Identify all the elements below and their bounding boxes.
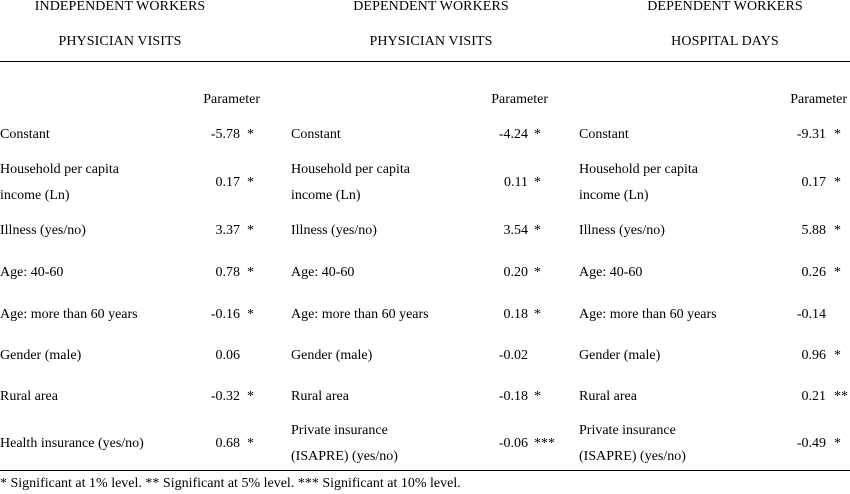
bottom-rule [0, 470, 850, 471]
significance-marker: * [834, 348, 841, 363]
significance-marker: * [834, 436, 841, 451]
parameter-value: 0.26 [801, 265, 827, 280]
row-label: Illness (yes/no) [0, 223, 86, 238]
significance-marker: * [834, 175, 841, 190]
parameter-value: -0.02 [498, 348, 528, 363]
parameter-header: Parameter [203, 92, 260, 107]
parameter-value: -0.18 [498, 389, 528, 404]
footnote: * Significant at 1% level. ** Significan… [0, 476, 461, 491]
parameter-value: -0.14 [796, 307, 826, 322]
parameter-value: 0.20 [503, 265, 529, 280]
column-title-line2: PHYSICIAN VISITS [58, 34, 182, 49]
significance-marker: * [247, 389, 254, 404]
significance-marker: * [247, 127, 254, 142]
parameter-value: 3.54 [503, 223, 529, 238]
significance-marker: * [247, 265, 254, 280]
parameter-value: 3.37 [215, 223, 241, 238]
row-label: Illness (yes/no) [579, 223, 665, 238]
row-label-line1: Household per capita [291, 162, 410, 177]
significance-marker: *** [534, 436, 555, 451]
significance-marker: * [534, 175, 541, 190]
row-label-line2: (ISAPRE) (yes/no) [291, 449, 398, 464]
parameter-value: -0.16 [210, 307, 240, 322]
parameter-value: -0.32 [210, 389, 240, 404]
significance-marker: * [534, 265, 541, 280]
parameter-value: 0.96 [801, 348, 827, 363]
significance-marker: * [534, 223, 541, 238]
row-label-line2: income (Ln) [291, 188, 361, 203]
parameter-value: 0.11 [504, 175, 528, 190]
row-label: Age: more than 60 years [579, 307, 717, 322]
column-title-line1: INDEPENDENT WORKERS [34, 0, 206, 14]
significance-marker: * [247, 175, 254, 190]
row-label: Age: more than 60 years [291, 307, 429, 322]
parameter-value: -0.06 [498, 436, 528, 451]
parameter-value: -4.24 [498, 127, 528, 142]
row-label: Rural area [291, 389, 349, 404]
significance-marker: * [834, 265, 841, 280]
significance-marker: * [247, 307, 254, 322]
column-title-line2: HOSPITAL DAYS [671, 34, 779, 49]
row-label: Constant [0, 127, 50, 142]
row-label-line1: Household per capita [0, 162, 119, 177]
parameter-value: 0.17 [801, 175, 827, 190]
row-label: Rural area [0, 389, 58, 404]
row-label: Gender (male) [579, 348, 661, 363]
significance-marker: * [534, 389, 541, 404]
parameter-value: 0.17 [215, 175, 241, 190]
row-label: Age: 40-60 [291, 265, 355, 280]
parameter-value: 5.88 [801, 223, 827, 238]
significance-marker: * [534, 307, 541, 322]
row-label: Illness (yes/no) [291, 223, 377, 238]
row-label: Health insurance (yes/no) [0, 436, 144, 451]
significance-marker: * [247, 436, 254, 451]
row-label: Rural area [579, 389, 637, 404]
significance-marker: * [247, 223, 254, 238]
row-label-line2: income (Ln) [0, 188, 70, 203]
row-label: Age: more than 60 years [0, 307, 138, 322]
top-rule [0, 61, 850, 62]
row-label: Gender (male) [291, 348, 373, 363]
parameter-value: 0.06 [215, 348, 241, 363]
parameter-value: 0.68 [215, 436, 241, 451]
row-label-line2: (ISAPRE) (yes/no) [579, 449, 686, 464]
parameter-value: 0.78 [215, 265, 241, 280]
row-label-line1: Private insurance [291, 423, 388, 438]
significance-marker: ** [834, 389, 848, 404]
row-label-line2: income (Ln) [579, 188, 649, 203]
row-label: Constant [579, 127, 629, 142]
parameter-value: -5.78 [210, 127, 240, 142]
row-label: Constant [291, 127, 341, 142]
parameter-value: -9.31 [796, 127, 826, 142]
significance-marker: * [834, 223, 841, 238]
parameter-value: -0.49 [796, 436, 826, 451]
row-label-line1: Household per capita [579, 162, 698, 177]
parameter-header: Parameter [790, 92, 847, 107]
parameter-value: 0.21 [801, 389, 827, 404]
significance-marker: * [534, 127, 541, 142]
row-label: Age: 40-60 [0, 265, 64, 280]
parameter-header: Parameter [491, 92, 548, 107]
row-label: Age: 40-60 [579, 265, 643, 280]
column-title-line1: DEPENDENT WORKERS [647, 0, 803, 14]
column-title-line2: PHYSICIAN VISITS [369, 34, 493, 49]
parameter-value: 0.18 [503, 307, 529, 322]
row-label: Gender (male) [0, 348, 82, 363]
significance-marker: * [834, 127, 841, 142]
column-title-line1: DEPENDENT WORKERS [353, 0, 509, 14]
row-label-line1: Private insurance [579, 423, 676, 438]
